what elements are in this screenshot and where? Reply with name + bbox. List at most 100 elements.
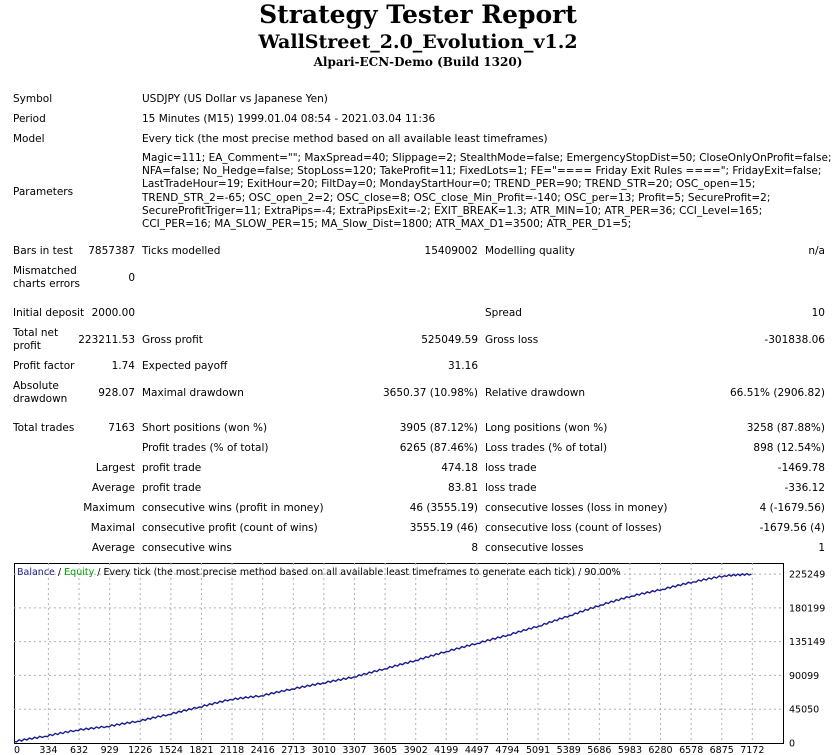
quality-value: n/a [808,245,825,257]
x-tick-label: 6280 [648,745,672,755]
x-tick-label: 1821 [189,745,213,755]
x-tick-label: 632 [70,745,88,755]
net-profit-value: 223211.53 [78,334,135,346]
gross-loss-label: Gross loss [485,334,539,346]
chart-frame [14,563,784,744]
x-tick-label: 4199 [434,745,458,755]
net-profit-label-1: Total net [13,327,59,339]
x-tick-label: 334 [39,745,57,755]
profit-trades-label: Profit trades (% of total) [142,442,269,454]
deposit-label: Initial deposit [13,307,85,319]
largest-profit-label: profit trade [142,462,202,474]
legend-equity: Equity [64,567,94,578]
x-axis-ticks: 0 334 632 929 1226 1524 1821 2118 2416 2713 3010 33… [14,745,764,755]
maximal-drawdown-value: 3650.37 (10.98%) [383,387,478,399]
x-tick-label: 5686 [587,745,611,755]
symbol-value: USDJPY (US Dollar vs Japanese Yen) [142,93,328,105]
model-value: Every tick (the most precise method base… [142,133,548,145]
maximal-consecutive-profit-label: consecutive profit (count of wins) [142,522,318,534]
max-consecutive-losses-value: 4 (-1679.56) [759,502,825,514]
x-tick-label: 1226 [128,745,152,755]
ticks-value: 15409002 [424,245,478,257]
maximal-drawdown-label: Maximal drawdown [142,387,244,399]
average-label: Average [91,482,135,494]
maximal-consecutive-profit-value: 3555.19 (46) [409,522,478,534]
y-tick-label: 90099 [789,671,819,682]
x-tick-label: 3010 [312,745,336,755]
max-consecutive-wins-label: consecutive wins (profit in money) [142,502,324,514]
x-tick-label: 6578 [679,745,703,755]
net-profit-label-2: profit [13,340,41,352]
mismatch-value: 0 [128,272,135,284]
x-tick-label: 4497 [465,745,489,755]
period-value: 15 Minutes (M15) 1999.01.04 08:54 - 2021… [142,113,436,125]
bars-label: Bars in test [13,245,73,257]
average-consecutive-losses-value: 1 [818,542,825,554]
largest-label: Largest [95,462,135,474]
x-tick-label: 3307 [342,745,366,755]
long-positions-label: Long positions (won %) [485,422,608,434]
absolute-drawdown-label-2: drawdown [13,393,68,405]
loss-trades-value: 898 (12.54%) [753,442,825,454]
y-tick-label: 180199 [789,603,825,614]
y-tick-label: 45050 [789,705,819,716]
average-loss-label: loss trade [485,482,537,494]
profit-trades-value: 6265 (87.46%) [399,442,478,454]
server-build: Alpari-ECN-Demo (Build 1320) [313,55,523,69]
bars-value: 7857387 [88,245,135,257]
mismatch-label-2: charts errors [13,278,80,290]
relative-drawdown-label: Relative drawdown [485,387,586,399]
average-consecutive-wins-label: consecutive wins [142,542,232,554]
profit-factor-value: 1.74 [111,360,135,372]
x-tick-label: 0 [14,745,20,755]
total-trades-value: 7163 [108,422,135,434]
expected-payoff-value: 31.16 [447,360,478,372]
x-tick-label: 1524 [159,745,183,755]
parameters-value: Magic=111; EA_Comment=""; MaxSpread=40; … [142,152,832,231]
average-profit-value: 83.81 [447,482,478,494]
mismatch-label-1: Mismatched [13,265,77,277]
ea-name: WallStreet_2.0_Evolution_v1.2 [258,31,578,53]
x-tick-label: 3902 [404,745,428,755]
gross-profit-label: Gross profit [142,334,203,346]
average-consecutive-label: Average [91,542,135,554]
legend-balance: Balance [17,567,55,578]
average-consecutive-losses-label: consecutive losses [485,542,584,554]
y-tick-label: 0 [789,739,795,750]
maximal-consecutive-loss-value: -1679.56 (4) [759,522,825,534]
ticks-label: Ticks modelled [142,245,221,257]
report-title: Strategy Tester Report [259,0,577,29]
expected-payoff-label: Expected payoff [142,360,228,372]
legend-description: / Every tick (the most precise method ba… [97,567,620,578]
x-tick-label: 5389 [557,745,581,755]
x-tick-label: 6875 [710,745,734,755]
gross-loss-value: -301838.06 [764,334,825,346]
max-consecutive-losses-label: consecutive losses (loss in money) [485,502,668,514]
long-positions-value: 3258 (87.88%) [746,422,825,434]
spread-label: Spread [485,307,522,319]
quality-label: Modelling quality [485,245,575,257]
gross-profit-value: 525049.59 [421,334,478,346]
short-positions-label: Short positions (won %) [142,422,268,434]
x-tick-label: 7172 [740,745,764,755]
short-positions-value: 3905 (87.12%) [399,422,478,434]
chart-series [14,572,752,743]
absolute-drawdown-label-1: Absolute [13,380,59,392]
profit-factor-label: Profit factor [13,360,75,372]
largest-loss-label: loss trade [485,462,537,474]
legend-separator: / [58,567,62,578]
x-tick-label: 4794 [495,745,519,755]
x-tick-label: 2416 [251,745,275,755]
parameters-label: Parameters [13,186,74,198]
largest-profit-value: 474.18 [441,462,478,474]
total-trades-label: Total trades [13,422,75,434]
chart-legend: Balance / Equity / Every tick (the most … [17,567,621,578]
y-tick-label: 225249 [789,570,825,581]
y-axis-ticks: 0 45050 90099 135149 180199 225249 [789,570,825,750]
series-line-balance [14,572,752,743]
balance-chart: 0 45050 90099 135149 180199 225249 0 334 632 929… [14,563,825,755]
average-loss-value: -336.12 [784,482,825,494]
loss-trades-label: Loss trades (% of total) [485,442,608,454]
max-consecutive-wins-value: 46 (3555.19) [409,502,478,514]
y-tick-label: 135149 [789,637,825,648]
